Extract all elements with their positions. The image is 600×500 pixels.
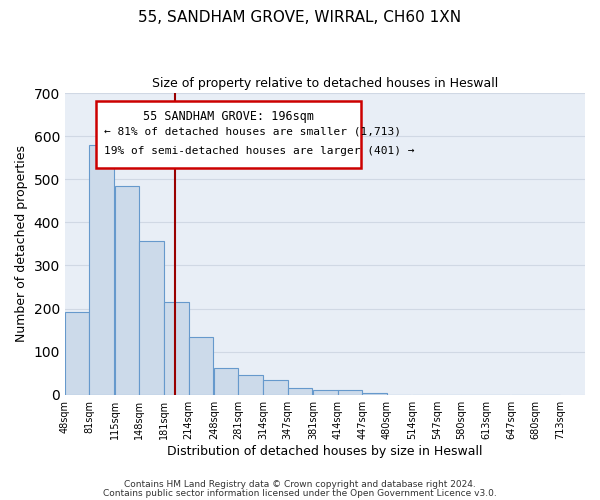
Text: Contains HM Land Registry data © Crown copyright and database right 2024.: Contains HM Land Registry data © Crown c… <box>124 480 476 489</box>
Bar <box>362 392 387 394</box>
Text: 55 SANDHAM GROVE: 196sqm: 55 SANDHAM GROVE: 196sqm <box>143 110 314 122</box>
Bar <box>115 186 139 394</box>
Bar <box>263 380 287 394</box>
Bar <box>313 390 338 394</box>
Bar <box>238 376 263 394</box>
Bar <box>214 368 238 394</box>
Y-axis label: Number of detached properties: Number of detached properties <box>15 146 28 342</box>
Bar <box>164 302 188 394</box>
Bar <box>65 312 89 394</box>
Bar <box>139 241 164 394</box>
Bar <box>338 390 362 394</box>
Text: Contains public sector information licensed under the Open Government Licence v3: Contains public sector information licen… <box>103 490 497 498</box>
Title: Size of property relative to detached houses in Heswall: Size of property relative to detached ho… <box>152 78 498 90</box>
Bar <box>287 388 312 394</box>
FancyBboxPatch shape <box>96 100 361 168</box>
Text: 55, SANDHAM GROVE, WIRRAL, CH60 1XN: 55, SANDHAM GROVE, WIRRAL, CH60 1XN <box>139 10 461 25</box>
Bar <box>89 145 114 394</box>
X-axis label: Distribution of detached houses by size in Heswall: Distribution of detached houses by size … <box>167 444 482 458</box>
Text: 19% of semi-detached houses are larger (401) →: 19% of semi-detached houses are larger (… <box>104 146 415 156</box>
Text: ← 81% of detached houses are smaller (1,713): ← 81% of detached houses are smaller (1,… <box>104 126 401 136</box>
Bar <box>188 338 213 394</box>
